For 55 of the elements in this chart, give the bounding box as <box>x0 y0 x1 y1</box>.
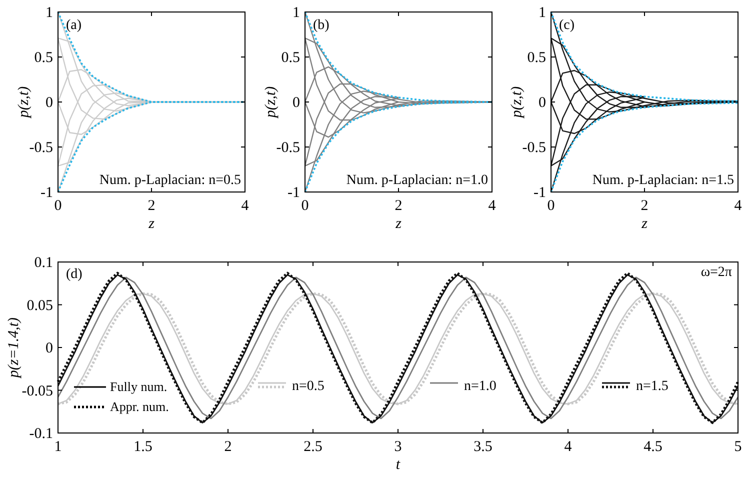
legend-label: n=1.0 <box>464 379 496 394</box>
y-tick-label: -0.05 <box>22 383 53 400</box>
y-tick-label: 0.5 <box>34 50 53 66</box>
annotation: Num. p-Laplacian: n=0.5 <box>99 173 241 188</box>
x-tick-label: 2 <box>394 198 402 214</box>
y-tick-label: -1 <box>40 185 53 201</box>
annotation: (a) <box>66 18 82 33</box>
x-tick-label: 4.5 <box>644 439 662 455</box>
y-tick-label: -0.1 <box>29 426 53 442</box>
annotation: (c) <box>559 18 575 33</box>
x-axis-title: z <box>394 216 402 232</box>
annotation: (b) <box>313 18 330 33</box>
y-tick-label: -0.5 <box>29 140 53 156</box>
y-tick-label: 0 <box>538 95 546 111</box>
x-tick-label: 4 <box>241 198 250 214</box>
x-axis-title: t <box>396 457 401 473</box>
x-tick-label: 4 <box>488 198 496 214</box>
annotation: (d) <box>66 267 83 282</box>
y-tick-label: -1 <box>288 185 300 201</box>
y-axis-title: p(z,t) <box>509 86 525 119</box>
y-tick-label: -0.5 <box>276 140 300 156</box>
y-axis-title: p(z,t) <box>16 86 32 119</box>
y-tick-label: 0 <box>46 95 53 111</box>
x-tick-label: 2.5 <box>304 439 322 455</box>
y-axis-title: p(z=1.4,t) <box>6 317 22 379</box>
x-tick-label: 4 <box>564 439 572 455</box>
x-tick-label: 1.5 <box>134 439 152 455</box>
y-tick-label: -0.5 <box>522 140 546 156</box>
y-tick-label: -1 <box>534 185 546 201</box>
x-tick-label: 3.5 <box>474 439 492 455</box>
legend-label: n=0.5 <box>292 379 324 394</box>
y-tick-label: 0 <box>292 95 300 111</box>
x-tick-label: 3 <box>394 439 402 455</box>
annotation: Num. p-Laplacian: n=1.5 <box>592 173 734 188</box>
annotation: Num. p-Laplacian: n=1.0 <box>346 173 488 188</box>
y-axis-title: p(z,t) <box>263 86 279 119</box>
annotation: ω=2π <box>700 265 732 280</box>
y-tick-label: 0.5 <box>527 50 546 66</box>
y-tick-label: 1 <box>46 5 53 21</box>
y-tick-label: 0.1 <box>34 255 53 271</box>
y-tick-label: 0.5 <box>281 50 300 66</box>
x-axis-title: z <box>148 216 155 232</box>
y-tick-label: 0 <box>46 340 53 356</box>
y-tick-label: 0.05 <box>26 298 53 314</box>
x-tick-label: 2 <box>224 439 232 455</box>
x-tick-label: 4 <box>734 198 742 214</box>
x-tick-label: 2 <box>640 198 648 214</box>
x-tick-label: 5 <box>734 439 742 455</box>
y-tick-label: 1 <box>292 5 300 21</box>
x-tick-label: 2 <box>148 198 156 214</box>
annotation: Appr. num. <box>110 399 169 414</box>
legend-label: n=1.5 <box>636 379 668 394</box>
annotation: Fully num. <box>110 379 168 394</box>
x-axis-title: z <box>640 216 648 232</box>
y-tick-label: 1 <box>538 5 546 21</box>
